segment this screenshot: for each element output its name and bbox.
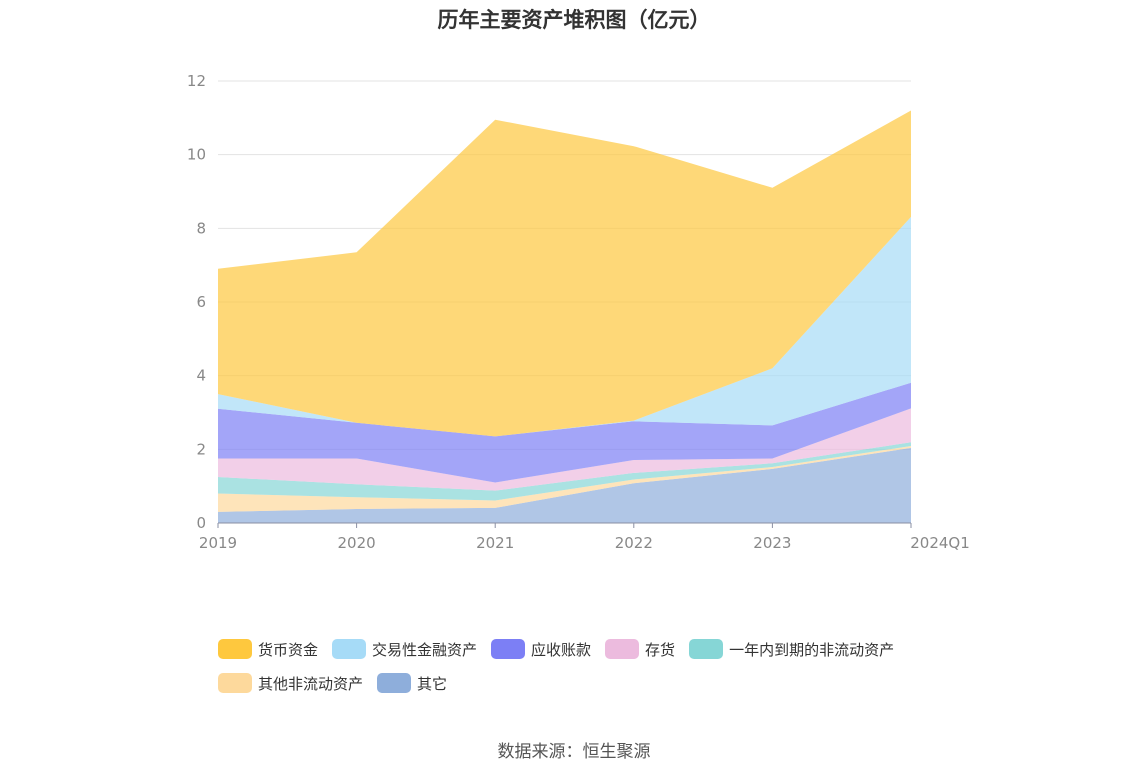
- legend-item[interactable]: 存货: [605, 638, 675, 660]
- x-tick-label: 2021: [476, 534, 514, 552]
- legend-item[interactable]: 交易性金融资产: [332, 638, 477, 660]
- area-series: [218, 110, 911, 523]
- legend-label: 其它: [417, 674, 448, 693]
- axes: 0 2 4 6 8 10 12 2019 2020 2021 2022 2023 2024Q1: [187, 72, 970, 552]
- legend-label: 应收账款: [531, 640, 592, 659]
- area-series-path: [218, 446, 911, 512]
- legend-label: 交易性金融资产: [372, 640, 478, 659]
- legend-item[interactable]: 货币资金: [218, 638, 318, 660]
- legend-swatch: [332, 639, 367, 659]
- legend-label: 一年内到期的非流动资产: [729, 640, 895, 659]
- area-series-path: [218, 408, 911, 491]
- area-series-path: [218, 442, 911, 501]
- legend-item[interactable]: 应收账款: [491, 638, 591, 660]
- x-tick-label: 2023: [753, 534, 791, 552]
- legend-swatch: [218, 639, 252, 659]
- y-tick-label: 12: [187, 72, 206, 90]
- x-tick-label: 2019: [199, 534, 237, 552]
- area-series-path: [218, 382, 911, 483]
- legend: 货币资金 交易性金融资产 应收账款 存货 一年内到期的非流动资产其他非流动资产 其它: [218, 638, 978, 694]
- legend-swatch: [605, 639, 640, 659]
- legend-item[interactable]: 其他非流动资产: [218, 672, 363, 694]
- legend-item[interactable]: 其它: [377, 672, 447, 694]
- legend-swatch: [491, 639, 526, 659]
- y-tick-label: 0: [196, 514, 206, 532]
- legend-swatch: [377, 673, 412, 693]
- y-tick-label: 10: [187, 146, 206, 164]
- area-series-path: [218, 447, 911, 523]
- legend-label: 其他非流动资产: [258, 674, 364, 693]
- y-tick-label: 2: [196, 440, 206, 458]
- legend-label: 货币资金: [258, 640, 319, 659]
- y-tick-label: 6: [196, 293, 206, 311]
- legend-item[interactable]: 一年内到期的非流动资产: [689, 638, 894, 660]
- area-series-path: [218, 110, 911, 437]
- legend-swatch: [218, 673, 252, 693]
- legend-swatch: [689, 639, 724, 659]
- y-tick-label: 8: [196, 219, 206, 237]
- x-tick-label: 2022: [615, 534, 653, 552]
- area-series-path: [218, 216, 911, 437]
- chart-title: 历年主要资产堆积图（亿元）: [437, 8, 711, 32]
- legend-label: 存货: [645, 640, 676, 659]
- data-source-note: 数据来源：恒生聚源: [497, 742, 651, 762]
- x-tick-label: 2020: [338, 534, 376, 552]
- y-tick-label: 4: [196, 367, 206, 385]
- x-tick-label: 2024Q1: [910, 534, 970, 552]
